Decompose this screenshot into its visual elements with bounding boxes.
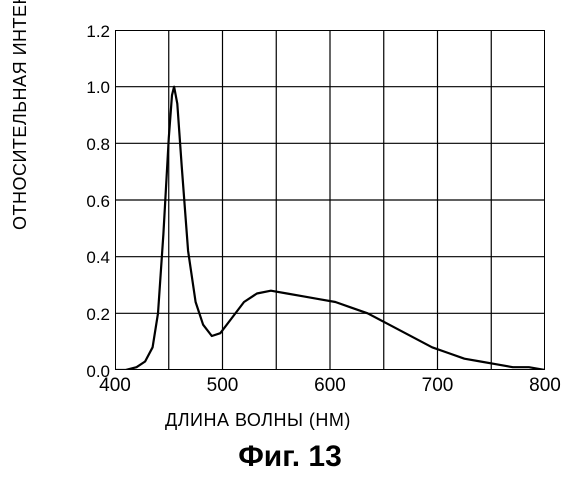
x-tick-label: 400 — [90, 375, 140, 397]
x-tick-label: 800 — [520, 375, 570, 397]
spectrum-chart — [115, 30, 545, 370]
y-axis-label: ОТНОСИТЕЛЬНАЯ ИНТЕНСИВНОСТЬ СВЕТОВОГО ИЗ… — [10, 0, 31, 230]
x-axis-label: ДЛИНА ВОЛНЫ (НМ) — [165, 410, 351, 431]
y-tick-label: 1.0 — [60, 78, 110, 98]
y-tick-label: 1.2 — [60, 22, 110, 42]
plot-area — [115, 30, 545, 370]
x-tick-label: 700 — [413, 375, 463, 397]
figure-caption: Фиг. 13 — [0, 440, 580, 474]
y-tick-label: 0.6 — [60, 192, 110, 212]
x-tick-label: 500 — [198, 375, 248, 397]
x-tick-label: 600 — [305, 375, 355, 397]
figure: ОТНОСИТЕЛЬНАЯ ИНТЕНСИВНОСТЬ СВЕТОВОГО ИЗ… — [0, 0, 580, 500]
y-tick-label: 0.8 — [60, 135, 110, 155]
y-tick-label: 0.2 — [60, 305, 110, 325]
y-tick-label: 0.4 — [60, 248, 110, 268]
